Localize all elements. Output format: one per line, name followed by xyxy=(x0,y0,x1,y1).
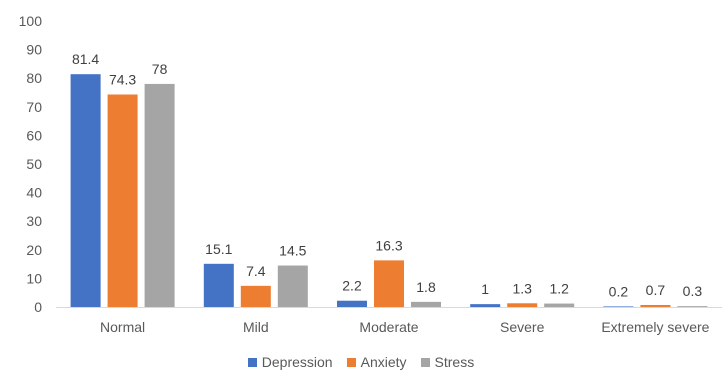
bars xyxy=(70,74,708,307)
y-tick-label: 0 xyxy=(34,299,42,315)
legend-swatch-anxiety xyxy=(346,357,356,367)
data-label: 2.2 xyxy=(342,278,362,294)
y-tick-label: 50 xyxy=(26,156,42,172)
x-tick-label: Moderate xyxy=(359,319,418,335)
y-tick-label: 30 xyxy=(26,213,42,229)
y-tick-label: 40 xyxy=(26,185,42,201)
bar-depression-severe xyxy=(470,304,501,307)
bar-depression-moderate xyxy=(337,300,367,307)
bar-depression-extremely-severe xyxy=(603,306,634,307)
data-label: 14.5 xyxy=(279,243,306,259)
bar-anxiety-normal xyxy=(107,94,138,307)
y-tick-label: 80 xyxy=(26,70,42,86)
bar-stress-mild xyxy=(277,265,308,307)
legend-label-anxiety: Anxiety xyxy=(360,354,407,370)
data-label: 81.4 xyxy=(72,51,99,67)
bar-stress-extremely-severe xyxy=(677,306,708,307)
bar-anxiety-extremely-severe xyxy=(640,304,671,307)
bar-depression-normal xyxy=(70,74,101,307)
y-tick-label: 60 xyxy=(26,127,42,143)
legend-swatch-stress xyxy=(420,357,430,367)
y-tick-label: 100 xyxy=(19,13,43,29)
x-tick-label: Normal xyxy=(100,319,145,335)
x-tick-label: Extremely severe xyxy=(601,319,709,335)
data-label: 1.2 xyxy=(549,281,569,297)
x-tick-label: Severe xyxy=(500,319,545,335)
y-tick-label: 70 xyxy=(26,99,42,115)
bar-anxiety-severe xyxy=(507,303,538,307)
data-label: 74.3 xyxy=(109,72,136,88)
legend: Depression Anxiety Stress xyxy=(0,352,722,372)
bar-stress-moderate xyxy=(411,301,441,307)
data-label: 1.3 xyxy=(512,280,532,296)
bar-anxiety-mild xyxy=(240,285,271,307)
data-label: 78 xyxy=(152,61,168,77)
data-label: 0.7 xyxy=(646,282,666,298)
x-axis-ticks: Normal Mild Moderate Severe Extremely severe xyxy=(100,319,710,335)
bar-stress-severe xyxy=(544,303,575,307)
bar-stress-normal xyxy=(144,83,175,307)
data-label: 15.1 xyxy=(205,241,232,257)
data-label: 7.4 xyxy=(246,263,266,279)
data-label: 1.8 xyxy=(416,279,436,295)
data-label: 16.3 xyxy=(375,237,402,253)
x-tick-label: Mild xyxy=(243,319,269,335)
legend-label-stress: Stress xyxy=(434,354,475,370)
legend-label-depression: Depression xyxy=(261,354,333,370)
bar-anxiety-moderate xyxy=(374,260,404,307)
legend-item-anxiety: Anxiety xyxy=(346,354,407,370)
y-tick-label: 90 xyxy=(26,42,42,58)
y-tick-label: 10 xyxy=(26,270,42,286)
y-axis-ticks: 0 10 20 30 40 50 60 70 80 90 100 xyxy=(19,13,43,315)
y-tick-label: 20 xyxy=(26,242,42,258)
bar-depression-mild xyxy=(203,263,234,307)
data-label: 0.2 xyxy=(609,283,629,299)
legend-item-depression: Depression xyxy=(247,354,333,370)
data-labels: 81.4 74.3 78 15.1 7.4 14.5 2.2 16.3 1.8 1 1.3 1.2 0.… xyxy=(72,51,702,299)
data-label: 0.3 xyxy=(683,283,703,299)
legend-swatch-depression xyxy=(247,357,257,367)
data-label: 1 xyxy=(481,281,489,297)
legend-item-stress: Stress xyxy=(420,354,475,370)
